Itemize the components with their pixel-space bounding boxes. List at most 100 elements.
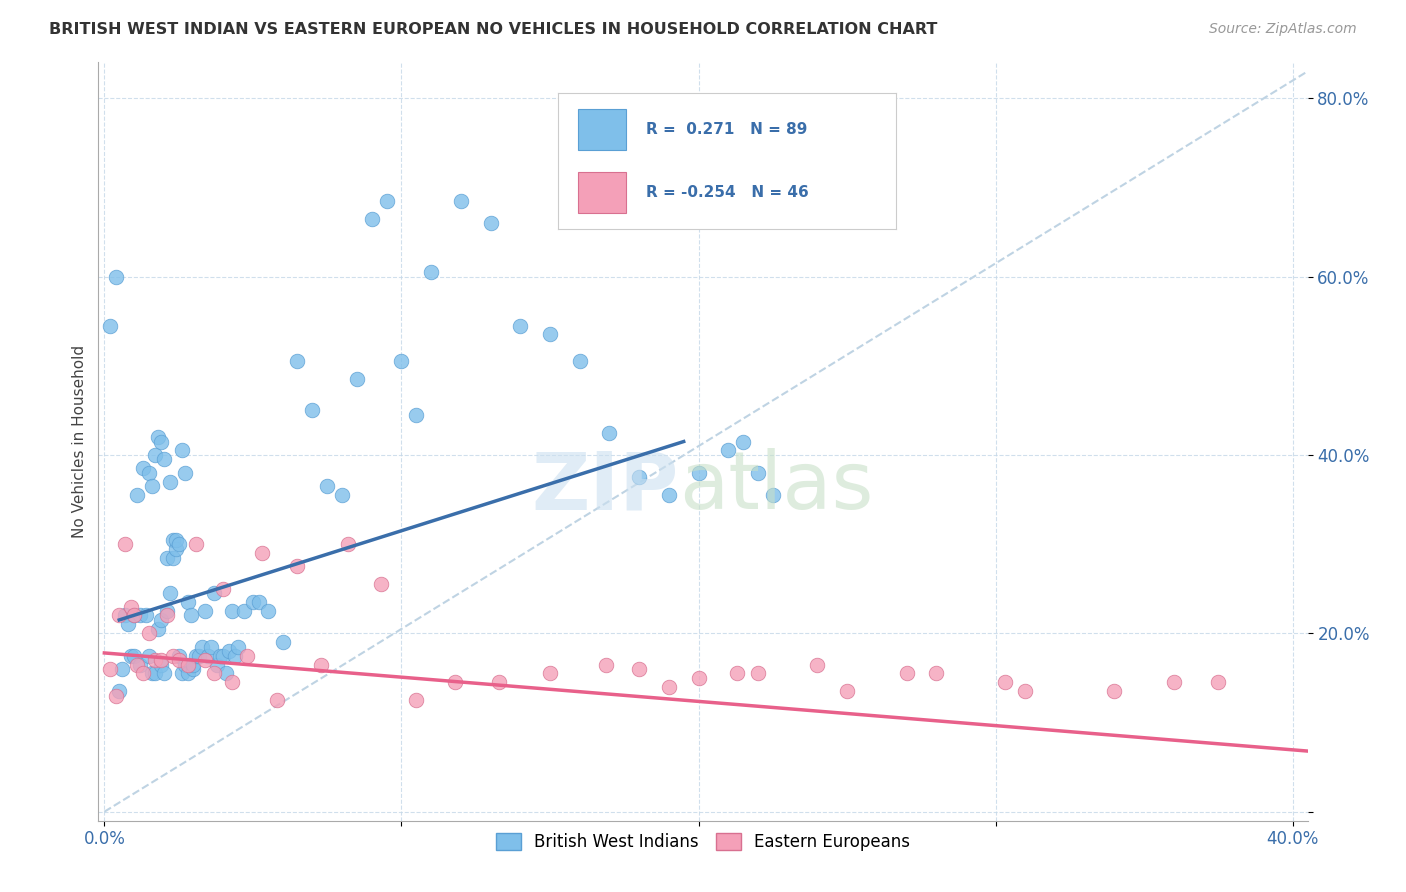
Point bbox=[266, 693, 288, 707]
Point bbox=[595, 657, 617, 672]
Point bbox=[152, 666, 174, 681]
Point bbox=[188, 648, 211, 663]
Point bbox=[247, 595, 270, 609]
Point bbox=[191, 640, 214, 654]
Point bbox=[309, 657, 332, 672]
Point bbox=[538, 327, 561, 342]
Point bbox=[176, 657, 198, 672]
Point bbox=[170, 666, 193, 681]
Point bbox=[138, 648, 160, 663]
Point bbox=[105, 269, 128, 284]
Point bbox=[271, 635, 294, 649]
Point bbox=[143, 653, 166, 667]
Point bbox=[156, 550, 179, 565]
Point bbox=[170, 443, 193, 458]
Point bbox=[538, 666, 561, 681]
Point bbox=[215, 666, 238, 681]
Point bbox=[330, 488, 353, 502]
Point bbox=[120, 599, 142, 614]
Point bbox=[488, 675, 510, 690]
Point bbox=[173, 466, 195, 480]
Point bbox=[176, 595, 198, 609]
Point bbox=[117, 617, 139, 632]
Text: Source: ZipAtlas.com: Source: ZipAtlas.com bbox=[1209, 22, 1357, 37]
Point bbox=[149, 613, 172, 627]
Point bbox=[301, 403, 323, 417]
Point bbox=[146, 622, 169, 636]
Point bbox=[628, 662, 651, 676]
Point bbox=[420, 265, 443, 279]
Point bbox=[125, 657, 148, 672]
Point bbox=[1208, 675, 1230, 690]
Point bbox=[162, 533, 184, 547]
Point bbox=[725, 666, 748, 681]
Point bbox=[122, 608, 145, 623]
Point bbox=[167, 537, 190, 551]
Point bbox=[129, 657, 152, 672]
Point bbox=[835, 684, 858, 698]
Point bbox=[183, 657, 205, 672]
Point bbox=[98, 318, 121, 333]
Point bbox=[122, 648, 145, 663]
Point bbox=[658, 488, 681, 502]
Point bbox=[125, 488, 148, 502]
Point bbox=[132, 461, 155, 475]
Point bbox=[114, 537, 136, 551]
Point bbox=[733, 434, 755, 449]
Point bbox=[149, 653, 172, 667]
Point bbox=[405, 693, 427, 707]
Point bbox=[149, 434, 172, 449]
Point bbox=[1104, 684, 1126, 698]
Point bbox=[336, 537, 359, 551]
Point bbox=[183, 662, 205, 676]
Point bbox=[509, 318, 531, 333]
Point bbox=[405, 408, 427, 422]
Point bbox=[165, 541, 187, 556]
Point bbox=[141, 479, 163, 493]
Point bbox=[167, 648, 190, 663]
Point bbox=[143, 666, 166, 681]
Point bbox=[287, 559, 309, 574]
Point bbox=[173, 657, 195, 672]
Point bbox=[688, 671, 710, 685]
Y-axis label: No Vehicles in Household: No Vehicles in Household bbox=[72, 345, 87, 538]
Point bbox=[108, 608, 131, 623]
Point bbox=[762, 488, 785, 502]
Point bbox=[450, 194, 472, 208]
Point bbox=[242, 595, 264, 609]
Point bbox=[221, 604, 243, 618]
Point bbox=[346, 372, 368, 386]
Point bbox=[479, 216, 502, 230]
Text: atlas: atlas bbox=[679, 448, 873, 526]
Point bbox=[444, 675, 467, 690]
Point bbox=[391, 354, 413, 368]
Point bbox=[747, 666, 769, 681]
Point bbox=[194, 604, 217, 618]
Point bbox=[135, 608, 157, 623]
Point bbox=[200, 640, 222, 654]
Point bbox=[162, 648, 184, 663]
Point bbox=[598, 425, 620, 440]
Point bbox=[122, 608, 145, 623]
Point bbox=[287, 354, 309, 368]
Point bbox=[167, 653, 190, 667]
Text: ZIP: ZIP bbox=[531, 448, 679, 526]
Point bbox=[218, 644, 240, 658]
Point bbox=[226, 640, 249, 654]
Point bbox=[717, 443, 740, 458]
Point bbox=[108, 684, 131, 698]
Point bbox=[747, 466, 769, 480]
Point bbox=[114, 608, 136, 623]
Point bbox=[207, 657, 229, 672]
Point bbox=[236, 648, 259, 663]
Point bbox=[194, 653, 217, 667]
Point bbox=[1014, 684, 1036, 698]
Point bbox=[209, 648, 232, 663]
Point bbox=[370, 577, 392, 591]
Point bbox=[98, 662, 121, 676]
Point bbox=[250, 546, 273, 560]
Point bbox=[138, 466, 160, 480]
Point bbox=[212, 648, 235, 663]
Point bbox=[658, 680, 681, 694]
Point bbox=[806, 657, 828, 672]
